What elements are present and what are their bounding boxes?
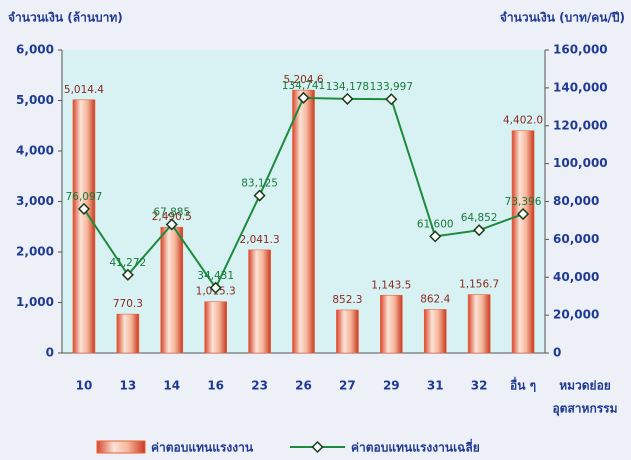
y2-tick-label: 80,000 bbox=[553, 194, 599, 208]
x-tick-label: 13 bbox=[120, 379, 137, 393]
line-value-label: 67,885 bbox=[153, 206, 190, 218]
bar bbox=[467, 294, 491, 354]
marker bbox=[253, 189, 266, 202]
marker bbox=[77, 202, 91, 215]
bar-value-label: 5,204.6 bbox=[283, 74, 323, 86]
line-value-label: 133,997 bbox=[370, 81, 413, 93]
legend-swatch bbox=[96, 440, 146, 454]
y2-tick-label: 20,000 bbox=[553, 308, 599, 322]
x-tick-label: 27 bbox=[339, 379, 356, 393]
line-value-label: 134,178 bbox=[326, 81, 369, 93]
marker bbox=[209, 281, 222, 294]
bar bbox=[292, 89, 315, 354]
bar bbox=[204, 301, 227, 354]
line-value-label: 134,741 bbox=[282, 80, 325, 92]
y-tick-label: 0 bbox=[46, 346, 54, 360]
x-tick-label: 31 bbox=[427, 379, 444, 393]
y-tick-label: 4,000 bbox=[16, 144, 54, 158]
x-tick-label: 10 bbox=[76, 379, 93, 393]
line-value-label: 83,125 bbox=[241, 178, 278, 190]
x-tick-label: 29 bbox=[383, 379, 400, 393]
bar bbox=[160, 226, 184, 354]
y2-tick-label: 0 bbox=[553, 346, 561, 360]
bar-value-label: 1,156.7 bbox=[459, 279, 499, 291]
bar-value-label: 2,041.3 bbox=[240, 234, 280, 246]
marker bbox=[121, 268, 134, 281]
x-tick-label: 32 bbox=[471, 379, 488, 393]
marker bbox=[341, 92, 354, 105]
bar bbox=[72, 99, 96, 354]
y2-tick-label: 140,000 bbox=[553, 80, 608, 94]
bar bbox=[380, 294, 403, 354]
line-value-label: 34,431 bbox=[197, 270, 234, 282]
x-tick-label: 14 bbox=[163, 379, 180, 393]
legend-label: ค่าตอบแทนแรงงานเฉลี่ย bbox=[351, 439, 480, 455]
y2-tick-label: 160,000 bbox=[553, 43, 608, 57]
line-value-label: 41,272 bbox=[109, 257, 146, 269]
x-axis-title: หมวดย่อย bbox=[559, 379, 611, 393]
y2-tick-label: 40,000 bbox=[553, 270, 599, 284]
y2-axis-title: จำนวนเงิน (บาท/คน/ปี) bbox=[500, 11, 625, 25]
bar bbox=[336, 309, 359, 354]
y-tick-label: 3,000 bbox=[16, 194, 54, 208]
bar bbox=[511, 130, 535, 354]
bar-value-label: 862.4 bbox=[420, 293, 450, 305]
y-tick-label: 1,000 bbox=[16, 295, 54, 309]
bar-value-label: 770.3 bbox=[113, 298, 143, 310]
y-tick-label: 2,000 bbox=[16, 245, 54, 259]
line-value-label: 76,097 bbox=[66, 191, 103, 203]
x-tick-label: 26 bbox=[295, 379, 312, 393]
bar bbox=[116, 313, 140, 354]
y2-tick-label: 100,000 bbox=[553, 156, 608, 170]
legend-label: ค่าตอบแทนแรงงาน bbox=[151, 441, 254, 455]
bar-value-label: 5,014.4 bbox=[64, 84, 104, 96]
y2-tick-label: 60,000 bbox=[553, 232, 599, 246]
legend-swatch bbox=[311, 440, 324, 454]
bar bbox=[423, 309, 447, 354]
x-axis-title: อุตสาหกรรม bbox=[552, 402, 617, 417]
x-tick-label: อื่น ๆ bbox=[510, 377, 536, 393]
y-tick-label: 6,000 bbox=[16, 43, 54, 57]
marker bbox=[473, 224, 486, 237]
line-value-label: 64,852 bbox=[461, 212, 498, 224]
x-tick-label: 16 bbox=[207, 379, 224, 393]
y2-tick-label: 120,000 bbox=[553, 118, 608, 132]
line-value-label: 73,396 bbox=[505, 196, 542, 208]
marker bbox=[165, 218, 178, 231]
bar bbox=[248, 249, 271, 354]
marker bbox=[429, 230, 442, 243]
bar-value-label: 4,402.0 bbox=[503, 115, 543, 127]
marker bbox=[297, 91, 310, 104]
marker bbox=[385, 93, 398, 106]
bar-value-label: 852.3 bbox=[332, 294, 362, 306]
x-tick-label: 23 bbox=[251, 379, 268, 393]
y-axis-title: จำนวนเงิน (ล้านบาท) bbox=[8, 11, 123, 25]
bar-value-label: 1,143.5 bbox=[371, 279, 411, 291]
line-value-label: 61,600 bbox=[417, 218, 454, 230]
bar-value-label: 2,490.5 bbox=[152, 211, 192, 223]
marker bbox=[516, 207, 530, 221]
y-tick-label: 5,000 bbox=[16, 93, 54, 107]
